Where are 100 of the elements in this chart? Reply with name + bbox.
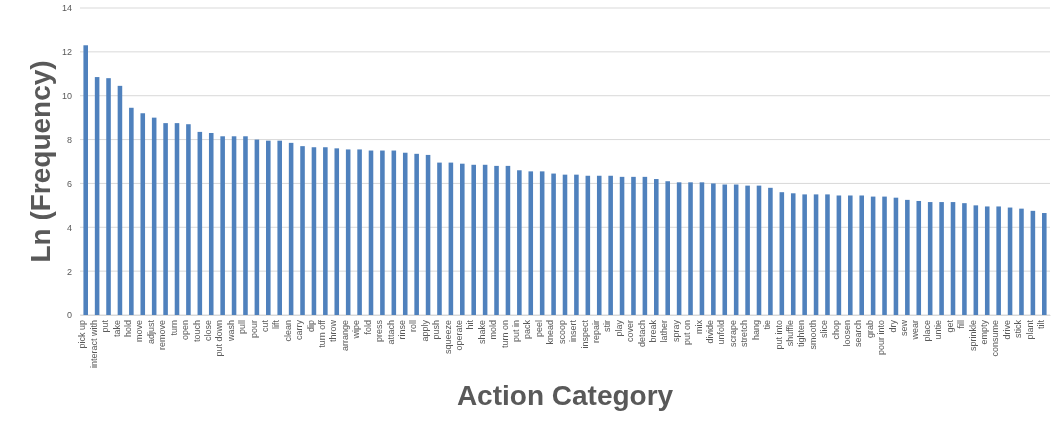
x-tick-label: operate [453, 320, 464, 351]
x-tick-label: throw [328, 319, 339, 343]
bar [402, 152, 408, 315]
x-tick-label: smooth [807, 320, 818, 350]
bar [631, 176, 636, 315]
bar [916, 200, 922, 315]
x-tick-label: pack [522, 319, 533, 340]
x-tick-label: shake [476, 320, 487, 345]
x-tick-label: take [111, 320, 122, 338]
x-tick-label: grab [864, 320, 875, 339]
x-tick-label: stir [602, 320, 613, 332]
x-tick-label: cover [625, 320, 636, 343]
x-tick-label: close [202, 320, 213, 342]
bar [574, 174, 579, 315]
x-axis-title: Action Category [456, 380, 674, 411]
y-tick-label: 8 [66, 134, 72, 145]
x-tick-label: dry [887, 319, 898, 333]
x-tick-label: detach [636, 320, 647, 348]
bar [323, 147, 328, 315]
x-tick-label: wear [910, 320, 921, 341]
x-tick-label: touch [191, 320, 202, 343]
bar [494, 165, 499, 315]
x-tick-label: pick up [77, 320, 88, 349]
x-tick-label: insert [568, 319, 579, 343]
bar [1042, 213, 1047, 315]
bar [186, 124, 191, 315]
x-tick-label: get [944, 319, 955, 333]
x-tick-label: stick [1013, 319, 1024, 338]
x-tick-label: put on [682, 320, 693, 346]
bar [722, 184, 728, 315]
bar [905, 199, 910, 315]
bar [460, 163, 465, 315]
x-tick-label: search [853, 320, 864, 348]
bar [277, 140, 282, 315]
x-tick-label: put down [214, 320, 225, 357]
x-tick-label: turn off [317, 319, 328, 348]
x-tick-label: put in [511, 320, 522, 343]
x-tick-label: scoop [556, 320, 567, 345]
bar [380, 150, 385, 315]
x-tick-label: tilt [1035, 319, 1046, 329]
bar [790, 193, 796, 315]
x-tick-label: adjust [145, 319, 156, 345]
x-tick-label: empty [978, 319, 989, 345]
y-tick-label: 12 [61, 47, 72, 58]
x-tick-label: open [180, 320, 191, 341]
bar [996, 206, 1001, 315]
x-tick-label: push [431, 320, 442, 340]
bar [106, 78, 111, 315]
x-tick-label: hang [750, 320, 761, 341]
bar [802, 194, 807, 315]
x-tick-label: play [613, 319, 624, 337]
x-tick-label: interact with [88, 320, 99, 369]
x-tick-label: lather [659, 320, 670, 343]
x-tick-label: repair [590, 320, 601, 344]
x-tick-label: lift [271, 319, 282, 329]
x-tick-label: hit [465, 319, 476, 330]
x-tick-label: stretch [739, 320, 750, 348]
bar [357, 149, 362, 315]
x-tick-label: apply [419, 319, 430, 342]
x-tick-label: fold [362, 320, 373, 335]
x-tick-label: attach [385, 320, 396, 345]
x-tick-label: consume [990, 320, 1001, 357]
x-tick-label: peel [533, 320, 544, 338]
x-tick-label: roll [408, 320, 419, 333]
x-tick-label: sew [899, 319, 910, 337]
x-tick-label: tie [762, 320, 773, 330]
x-tick-label: plant [1024, 319, 1035, 340]
x-tick-label: mold [488, 320, 499, 340]
bar [939, 202, 944, 315]
x-tick-label: pour [248, 320, 259, 339]
bar [665, 181, 670, 315]
bar [984, 206, 990, 315]
x-tick-label: knead [545, 320, 556, 345]
bar [471, 164, 476, 315]
bar [243, 136, 248, 315]
x-tick-label: cut [259, 319, 270, 333]
x-tick-label: scrape [727, 320, 738, 348]
x-tick-label: put into [773, 320, 784, 350]
bar [414, 153, 419, 315]
x-tick-label: fill [956, 320, 967, 329]
x-tick-label: mix [693, 319, 704, 334]
bar [711, 183, 716, 315]
x-tick-label: remove [157, 320, 168, 351]
bar [208, 132, 214, 315]
y-tick-label: 10 [61, 91, 72, 102]
x-tick-label: wipe [351, 320, 362, 340]
bar [517, 170, 522, 315]
bar [551, 173, 556, 315]
x-tick-label: spray [670, 319, 681, 343]
x-tick-label: shuffle [784, 320, 795, 347]
y-tick-label: 0 [66, 310, 72, 321]
x-tick-label: hold [123, 320, 134, 338]
x-tick-label: move [134, 320, 145, 343]
y-tick-label: 6 [66, 178, 72, 189]
x-tick-label: unfold [716, 320, 727, 345]
bar [859, 195, 864, 315]
bar [688, 182, 693, 315]
bar [528, 171, 534, 315]
bar [437, 162, 442, 315]
x-tick-label: put [100, 319, 111, 333]
